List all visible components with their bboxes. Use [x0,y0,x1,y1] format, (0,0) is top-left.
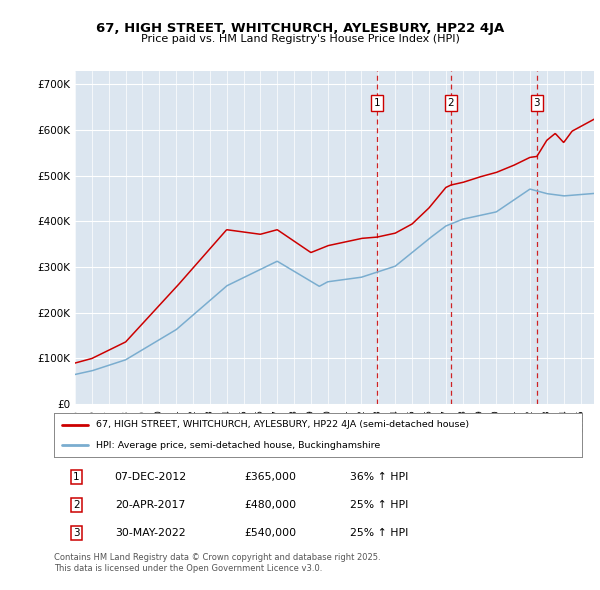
Text: 30-MAY-2022: 30-MAY-2022 [115,528,185,538]
Text: 2: 2 [73,500,79,510]
Text: Price paid vs. HM Land Registry's House Price Index (HPI): Price paid vs. HM Land Registry's House … [140,34,460,44]
Text: £480,000: £480,000 [244,500,296,510]
Text: HPI: Average price, semi-detached house, Buckinghamshire: HPI: Average price, semi-detached house,… [96,441,380,450]
Text: 20-APR-2017: 20-APR-2017 [115,500,185,510]
Text: 1: 1 [73,472,79,482]
Text: 67, HIGH STREET, WHITCHURCH, AYLESBURY, HP22 4JA: 67, HIGH STREET, WHITCHURCH, AYLESBURY, … [96,22,504,35]
Text: 67, HIGH STREET, WHITCHURCH, AYLESBURY, HP22 4JA (semi-detached house): 67, HIGH STREET, WHITCHURCH, AYLESBURY, … [96,421,469,430]
Text: 2: 2 [448,98,454,108]
Text: 3: 3 [533,98,540,108]
Text: 07-DEC-2012: 07-DEC-2012 [115,472,187,482]
Text: 25% ↑ HPI: 25% ↑ HPI [350,500,408,510]
Text: £365,000: £365,000 [244,472,296,482]
Text: 3: 3 [73,528,79,538]
Text: 1: 1 [374,98,380,108]
Text: £540,000: £540,000 [244,528,296,538]
Text: Contains HM Land Registry data © Crown copyright and database right 2025.
This d: Contains HM Land Registry data © Crown c… [54,553,380,573]
Text: 25% ↑ HPI: 25% ↑ HPI [350,528,408,538]
Text: 36% ↑ HPI: 36% ↑ HPI [350,472,408,482]
